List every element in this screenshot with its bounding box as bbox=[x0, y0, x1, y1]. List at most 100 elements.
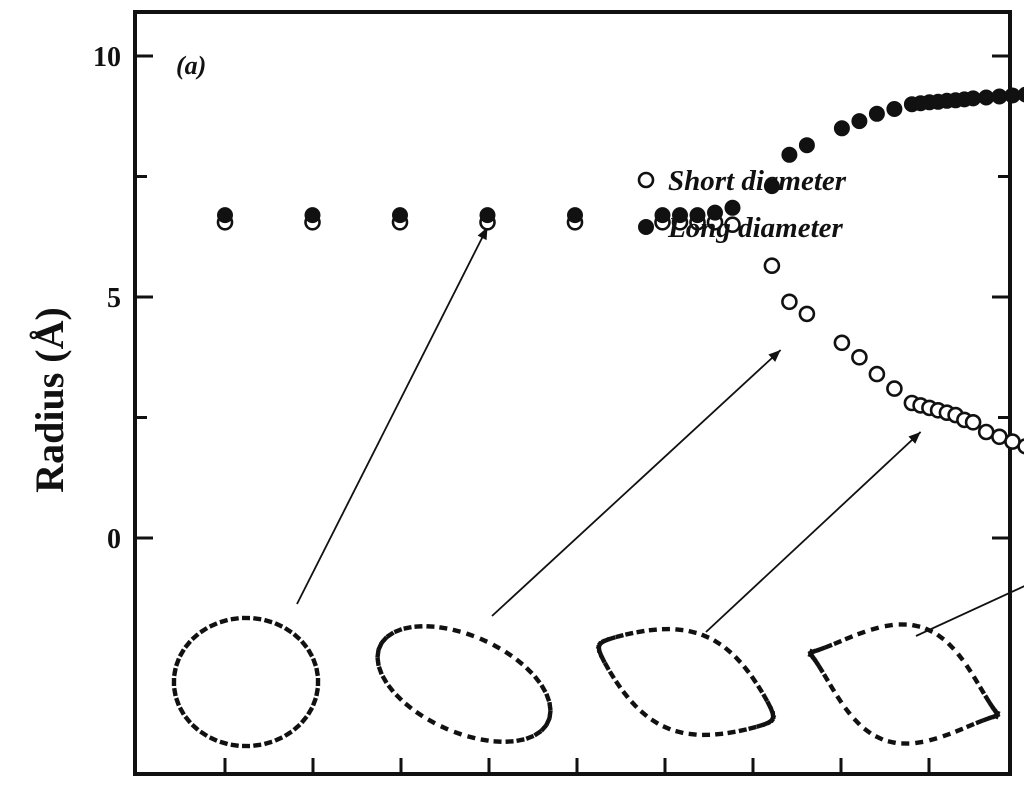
ring-dot bbox=[376, 641, 384, 652]
ring-dot bbox=[394, 693, 404, 702]
point-long-diameter bbox=[392, 207, 408, 224]
y-tick-label: 0 bbox=[107, 524, 121, 555]
ring-dot bbox=[479, 636, 489, 644]
ring-dot bbox=[314, 667, 320, 677]
ring-dot bbox=[199, 626, 209, 635]
ring-dot bbox=[311, 657, 318, 667]
ring-dot bbox=[884, 622, 894, 629]
ring-dot bbox=[742, 664, 751, 674]
point-long-diameter bbox=[833, 120, 850, 137]
ring-dot bbox=[426, 717, 437, 726]
legend-label-short: Short diameter bbox=[668, 165, 847, 197]
ring-dot bbox=[727, 729, 736, 736]
point-long-diameter bbox=[1017, 86, 1024, 103]
point-long-diameter bbox=[868, 105, 885, 122]
ring-dot bbox=[426, 624, 435, 629]
point-long-diameter bbox=[479, 207, 496, 224]
circle-ring-shape bbox=[171, 615, 321, 749]
ring-dot bbox=[755, 722, 765, 729]
ring-dot bbox=[688, 731, 697, 737]
ring-dot bbox=[914, 739, 924, 746]
ring-dot bbox=[480, 737, 490, 743]
ring-dot bbox=[306, 706, 315, 716]
ring-dot bbox=[674, 728, 684, 736]
ring-dot bbox=[822, 673, 830, 683]
ring-dot bbox=[311, 697, 318, 707]
annotation-arrow bbox=[705, 431, 922, 633]
ring-dot bbox=[504, 649, 514, 658]
ring-dot bbox=[274, 621, 284, 629]
ring-dot bbox=[263, 739, 273, 747]
dumbbell-ring-shape bbox=[807, 622, 1001, 746]
legend: Short diameter Long diameter bbox=[637, 165, 847, 244]
plot-frame bbox=[133, 10, 1012, 776]
ring-dot bbox=[942, 731, 952, 739]
ring-dot bbox=[946, 641, 956, 651]
ring-dot bbox=[749, 675, 758, 685]
ring-dot bbox=[816, 645, 826, 653]
ring-dot bbox=[439, 724, 449, 732]
point-long-diameter bbox=[978, 89, 995, 106]
ring-dot bbox=[385, 630, 395, 639]
ring-dot bbox=[525, 733, 535, 741]
ring-dot bbox=[380, 674, 389, 684]
point-long-diameter bbox=[1004, 87, 1021, 104]
ring-dot bbox=[453, 729, 463, 737]
arrow-head bbox=[768, 350, 781, 362]
ring-dot bbox=[607, 670, 616, 680]
ring-dot bbox=[661, 626, 670, 632]
ring-dot bbox=[823, 642, 833, 650]
ring-dot bbox=[978, 685, 986, 695]
ring-dot bbox=[533, 675, 542, 685]
point-long-diameter bbox=[798, 137, 815, 154]
point-long-diameter bbox=[781, 146, 798, 163]
ring-dot bbox=[403, 624, 412, 631]
ring-dot bbox=[300, 715, 309, 725]
ring-dot bbox=[738, 727, 748, 734]
ring-dot bbox=[171, 677, 177, 687]
ring-dot bbox=[835, 694, 844, 704]
ring-dot bbox=[629, 700, 639, 709]
ring-dot bbox=[172, 687, 178, 697]
ring-dot bbox=[465, 631, 475, 639]
point-long-diameter bbox=[672, 207, 688, 224]
ring-dot bbox=[975, 718, 985, 726]
ring-dot bbox=[911, 622, 921, 629]
point-long-diameter bbox=[217, 207, 233, 224]
ring-dot bbox=[971, 675, 980, 685]
ring-dot bbox=[928, 736, 938, 743]
ring-dot bbox=[648, 627, 658, 633]
ring-dot bbox=[524, 666, 534, 675]
ring-dot bbox=[965, 721, 975, 730]
y-axis-label: Radius (Å) bbox=[27, 307, 72, 493]
ring-dot bbox=[306, 648, 315, 658]
ring-dot bbox=[733, 655, 743, 664]
point-short-diameter bbox=[964, 413, 982, 431]
ring-dot bbox=[816, 664, 825, 674]
ring-shape-insets bbox=[171, 615, 1001, 749]
ring-dot bbox=[283, 729, 293, 738]
ring-dot bbox=[983, 694, 992, 704]
ring-dot bbox=[171, 667, 178, 677]
y-tick-labels: 0 5 10 bbox=[93, 42, 121, 555]
ring-dot bbox=[491, 642, 502, 651]
oval-ring-shape bbox=[375, 624, 553, 744]
annotation-arrow bbox=[296, 226, 489, 605]
point-long-diameter bbox=[654, 207, 671, 224]
ring-dot bbox=[624, 630, 634, 637]
point-long-diameter bbox=[763, 178, 780, 195]
ring-dot bbox=[688, 628, 698, 636]
point-long-diameter bbox=[886, 101, 903, 117]
ring-dot bbox=[756, 684, 765, 694]
ring-dot bbox=[274, 735, 284, 743]
ring-dot bbox=[761, 693, 770, 703]
ring-dot bbox=[177, 706, 186, 716]
peanut-ring-shape bbox=[595, 626, 777, 738]
ring-dot bbox=[602, 661, 611, 671]
ring-dot bbox=[190, 722, 200, 732]
point-long-diameter bbox=[724, 199, 741, 216]
ring-dot bbox=[639, 709, 649, 718]
ring-dot bbox=[208, 735, 218, 743]
point-long-diameter bbox=[707, 204, 723, 221]
